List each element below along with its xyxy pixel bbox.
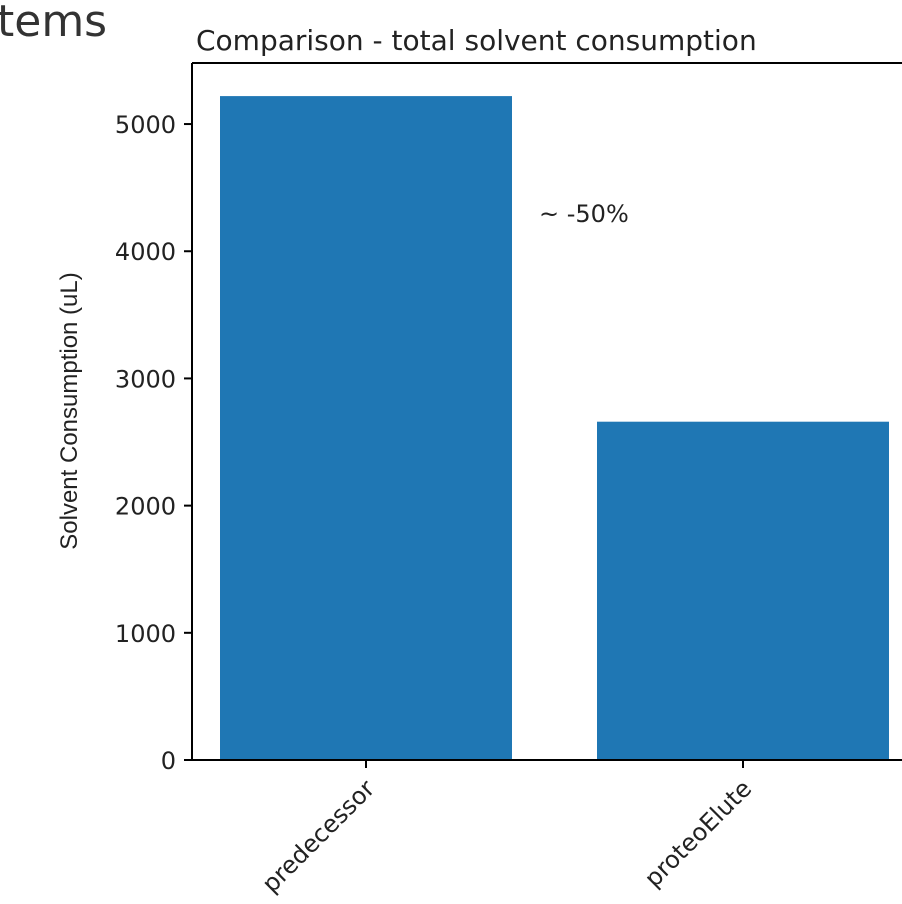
annotation-label: ~ -50% — [539, 200, 629, 228]
y-tick-label: 3000 — [115, 365, 176, 393]
cut-off-heading: tems — [0, 0, 107, 47]
bar-predecessor — [220, 96, 512, 761]
chart-title: Comparison - total solvent consumption — [196, 24, 757, 57]
y-tick-label: 2000 — [115, 493, 176, 521]
y-tick-label: 5000 — [115, 111, 176, 139]
x-tick-label: proteoElute — [639, 774, 757, 892]
plot-area: 0 1000 2000 3000 4000 5000 predecessor proteoEl… — [115, 62, 902, 898]
y-tick-label: 0 — [161, 747, 176, 775]
y-tick-label: 4000 — [115, 238, 176, 266]
y-tick-label: 1000 — [115, 620, 176, 648]
x-tick-label: predecessor — [257, 774, 381, 898]
bar-proteoElute — [597, 421, 889, 760]
y-axis-label: Solvent Consumption (uL) — [56, 272, 83, 549]
